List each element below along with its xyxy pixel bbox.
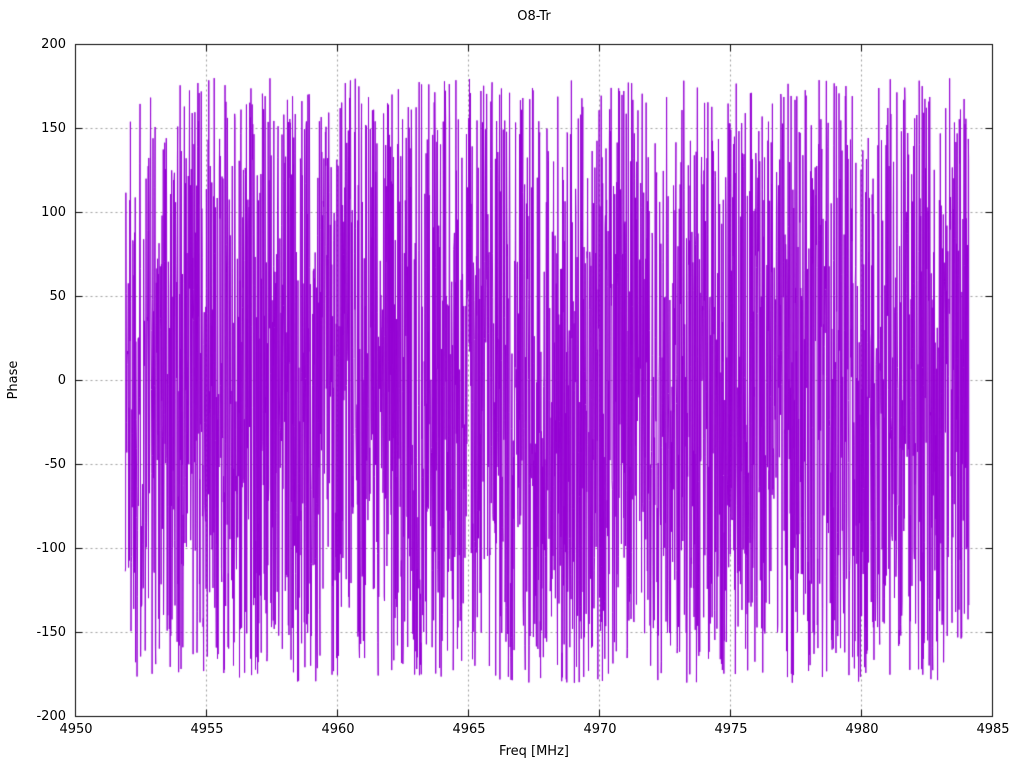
x-tick-label: 4975 (714, 722, 748, 737)
y-tick-label: 100 (41, 205, 66, 220)
y-tick-label: -200 (36, 709, 66, 724)
x-tick-label: 4985 (976, 722, 1010, 737)
x-tick-label: 4980 (845, 722, 879, 737)
y-tick-label: -150 (36, 625, 66, 640)
chart-title: O8-Tr (517, 9, 551, 24)
y-tick-label: 200 (41, 37, 66, 52)
x-tick-label: 4960 (321, 722, 355, 737)
x-tick-label: 4970 (583, 722, 617, 737)
x-axis-label: Freq [MHz] (499, 744, 569, 759)
y-tick-label: 0 (57, 373, 66, 388)
y-tick-label: 50 (49, 289, 66, 304)
x-tick-label: 4950 (59, 722, 93, 737)
x-tick-label: 4955 (190, 722, 224, 737)
x-tick-label: 4965 (452, 722, 486, 737)
y-tick-label: 150 (41, 121, 66, 136)
y-tick-label: -100 (36, 541, 66, 556)
y-tick-label: -50 (44, 457, 66, 472)
